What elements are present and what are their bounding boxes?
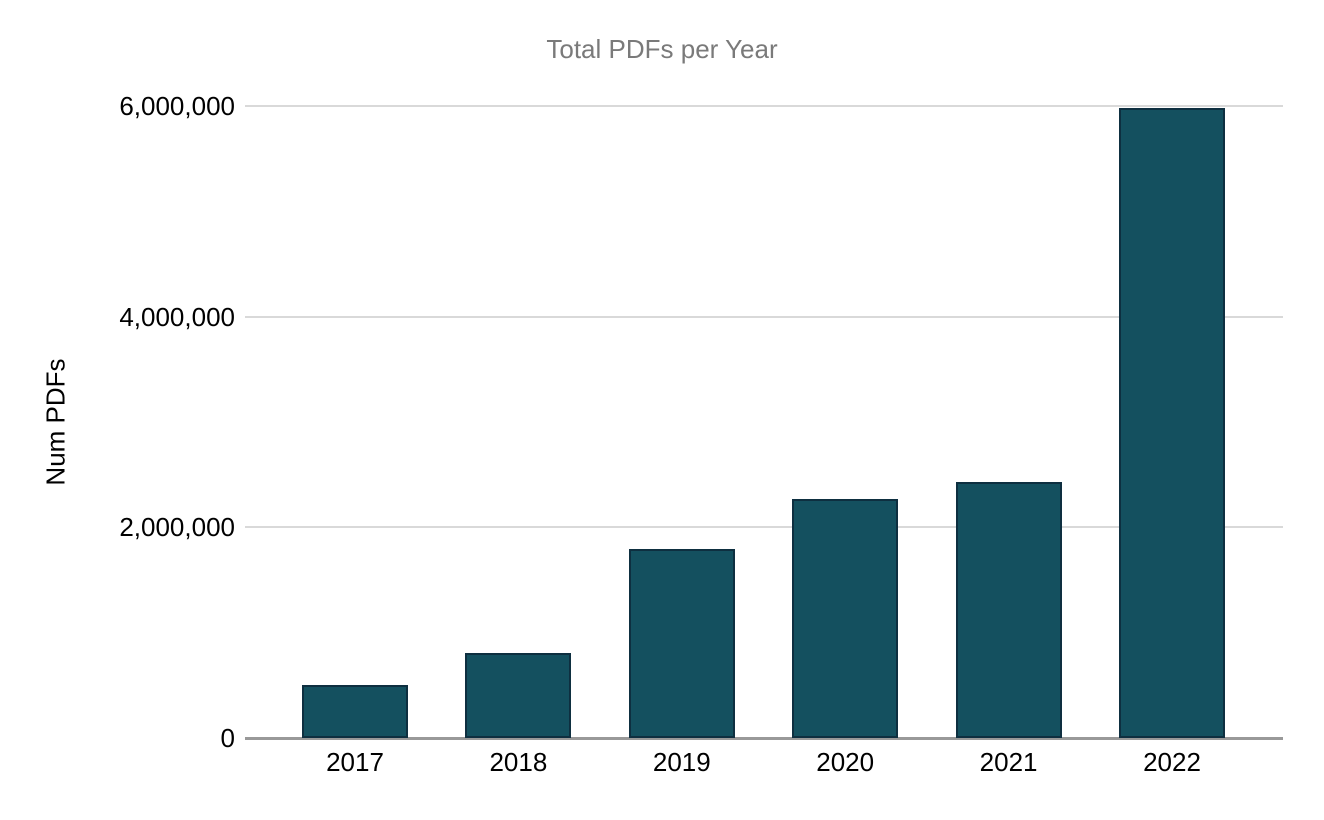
- bar-2017: [302, 685, 408, 738]
- y-tick-label-0: 0: [220, 723, 235, 753]
- bar-2018: [465, 652, 572, 738]
- x-tick-label-2018: 2018: [489, 747, 548, 777]
- y-tick-label-2,000,000: 2,000,000: [119, 512, 235, 543]
- x-axis-line: [245, 736, 1283, 740]
- bar-2022: [1119, 108, 1225, 738]
- x-tick-label-2019: 2019: [652, 747, 711, 777]
- y-tick-label-6,000,000: 6,000,000: [119, 91, 235, 121]
- x-tick-label-2021: 2021: [979, 747, 1038, 777]
- y-axis-title: Num PDFs: [40, 358, 71, 486]
- x-tick-label-2022: 2022: [1143, 747, 1201, 777]
- gridline-4,000,000: [245, 315, 1283, 318]
- bar-2021: [955, 482, 1062, 738]
- gridline-6,000,000: [245, 105, 1283, 107]
- gridline-2,000,000: [245, 526, 1283, 529]
- x-tick-label-2020: 2020: [816, 747, 875, 777]
- y-tick-label-4,000,000: 4,000,000: [119, 301, 235, 332]
- bar-2019: [628, 549, 735, 738]
- bar-2020: [792, 498, 899, 738]
- x-tick-label-2017: 2017: [326, 747, 384, 777]
- chart-title: Total PDFs per Year: [546, 34, 778, 64]
